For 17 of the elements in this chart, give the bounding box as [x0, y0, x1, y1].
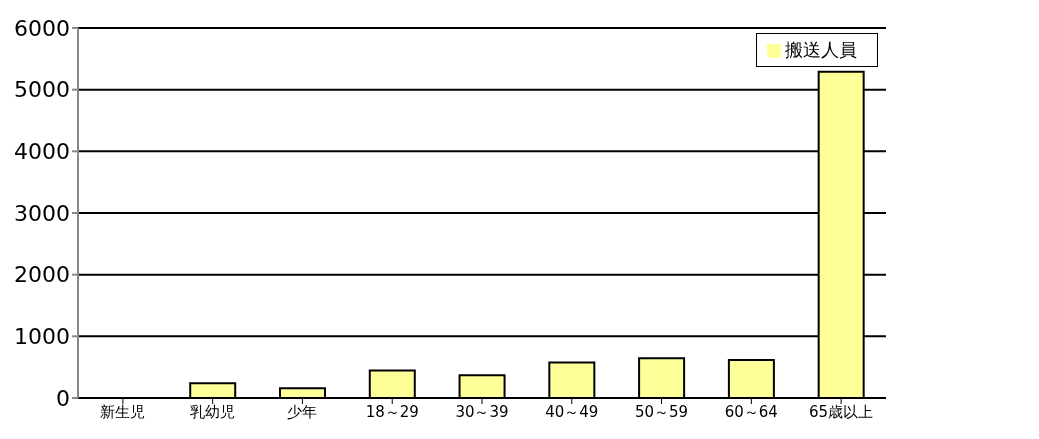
x-tick-label: 30～39	[455, 402, 509, 421]
y-tick-label: 4000	[14, 139, 70, 165]
x-tick-label: 40～49	[545, 402, 599, 421]
x-tick-label: 乳幼児	[190, 402, 236, 421]
y-tick-label: 3000	[14, 200, 70, 226]
x-tick-label: 65歳以上	[809, 402, 874, 421]
y-tick-label: 5000	[14, 77, 70, 103]
legend-label: 搬送人員	[785, 39, 857, 60]
x-tick-label: 60～64	[724, 402, 778, 421]
y-tick-label: 0	[56, 385, 70, 411]
x-tick-label: 少年	[287, 402, 318, 421]
x-tick-label: 18～29	[365, 402, 419, 421]
x-tick-label: 新生児	[100, 402, 146, 421]
x-tick-label: 50～59	[634, 402, 689, 421]
y-tick-label: 6000	[14, 15, 70, 41]
y-tick-label: 2000	[14, 262, 70, 288]
y-tick-label: 1000	[14, 324, 70, 350]
